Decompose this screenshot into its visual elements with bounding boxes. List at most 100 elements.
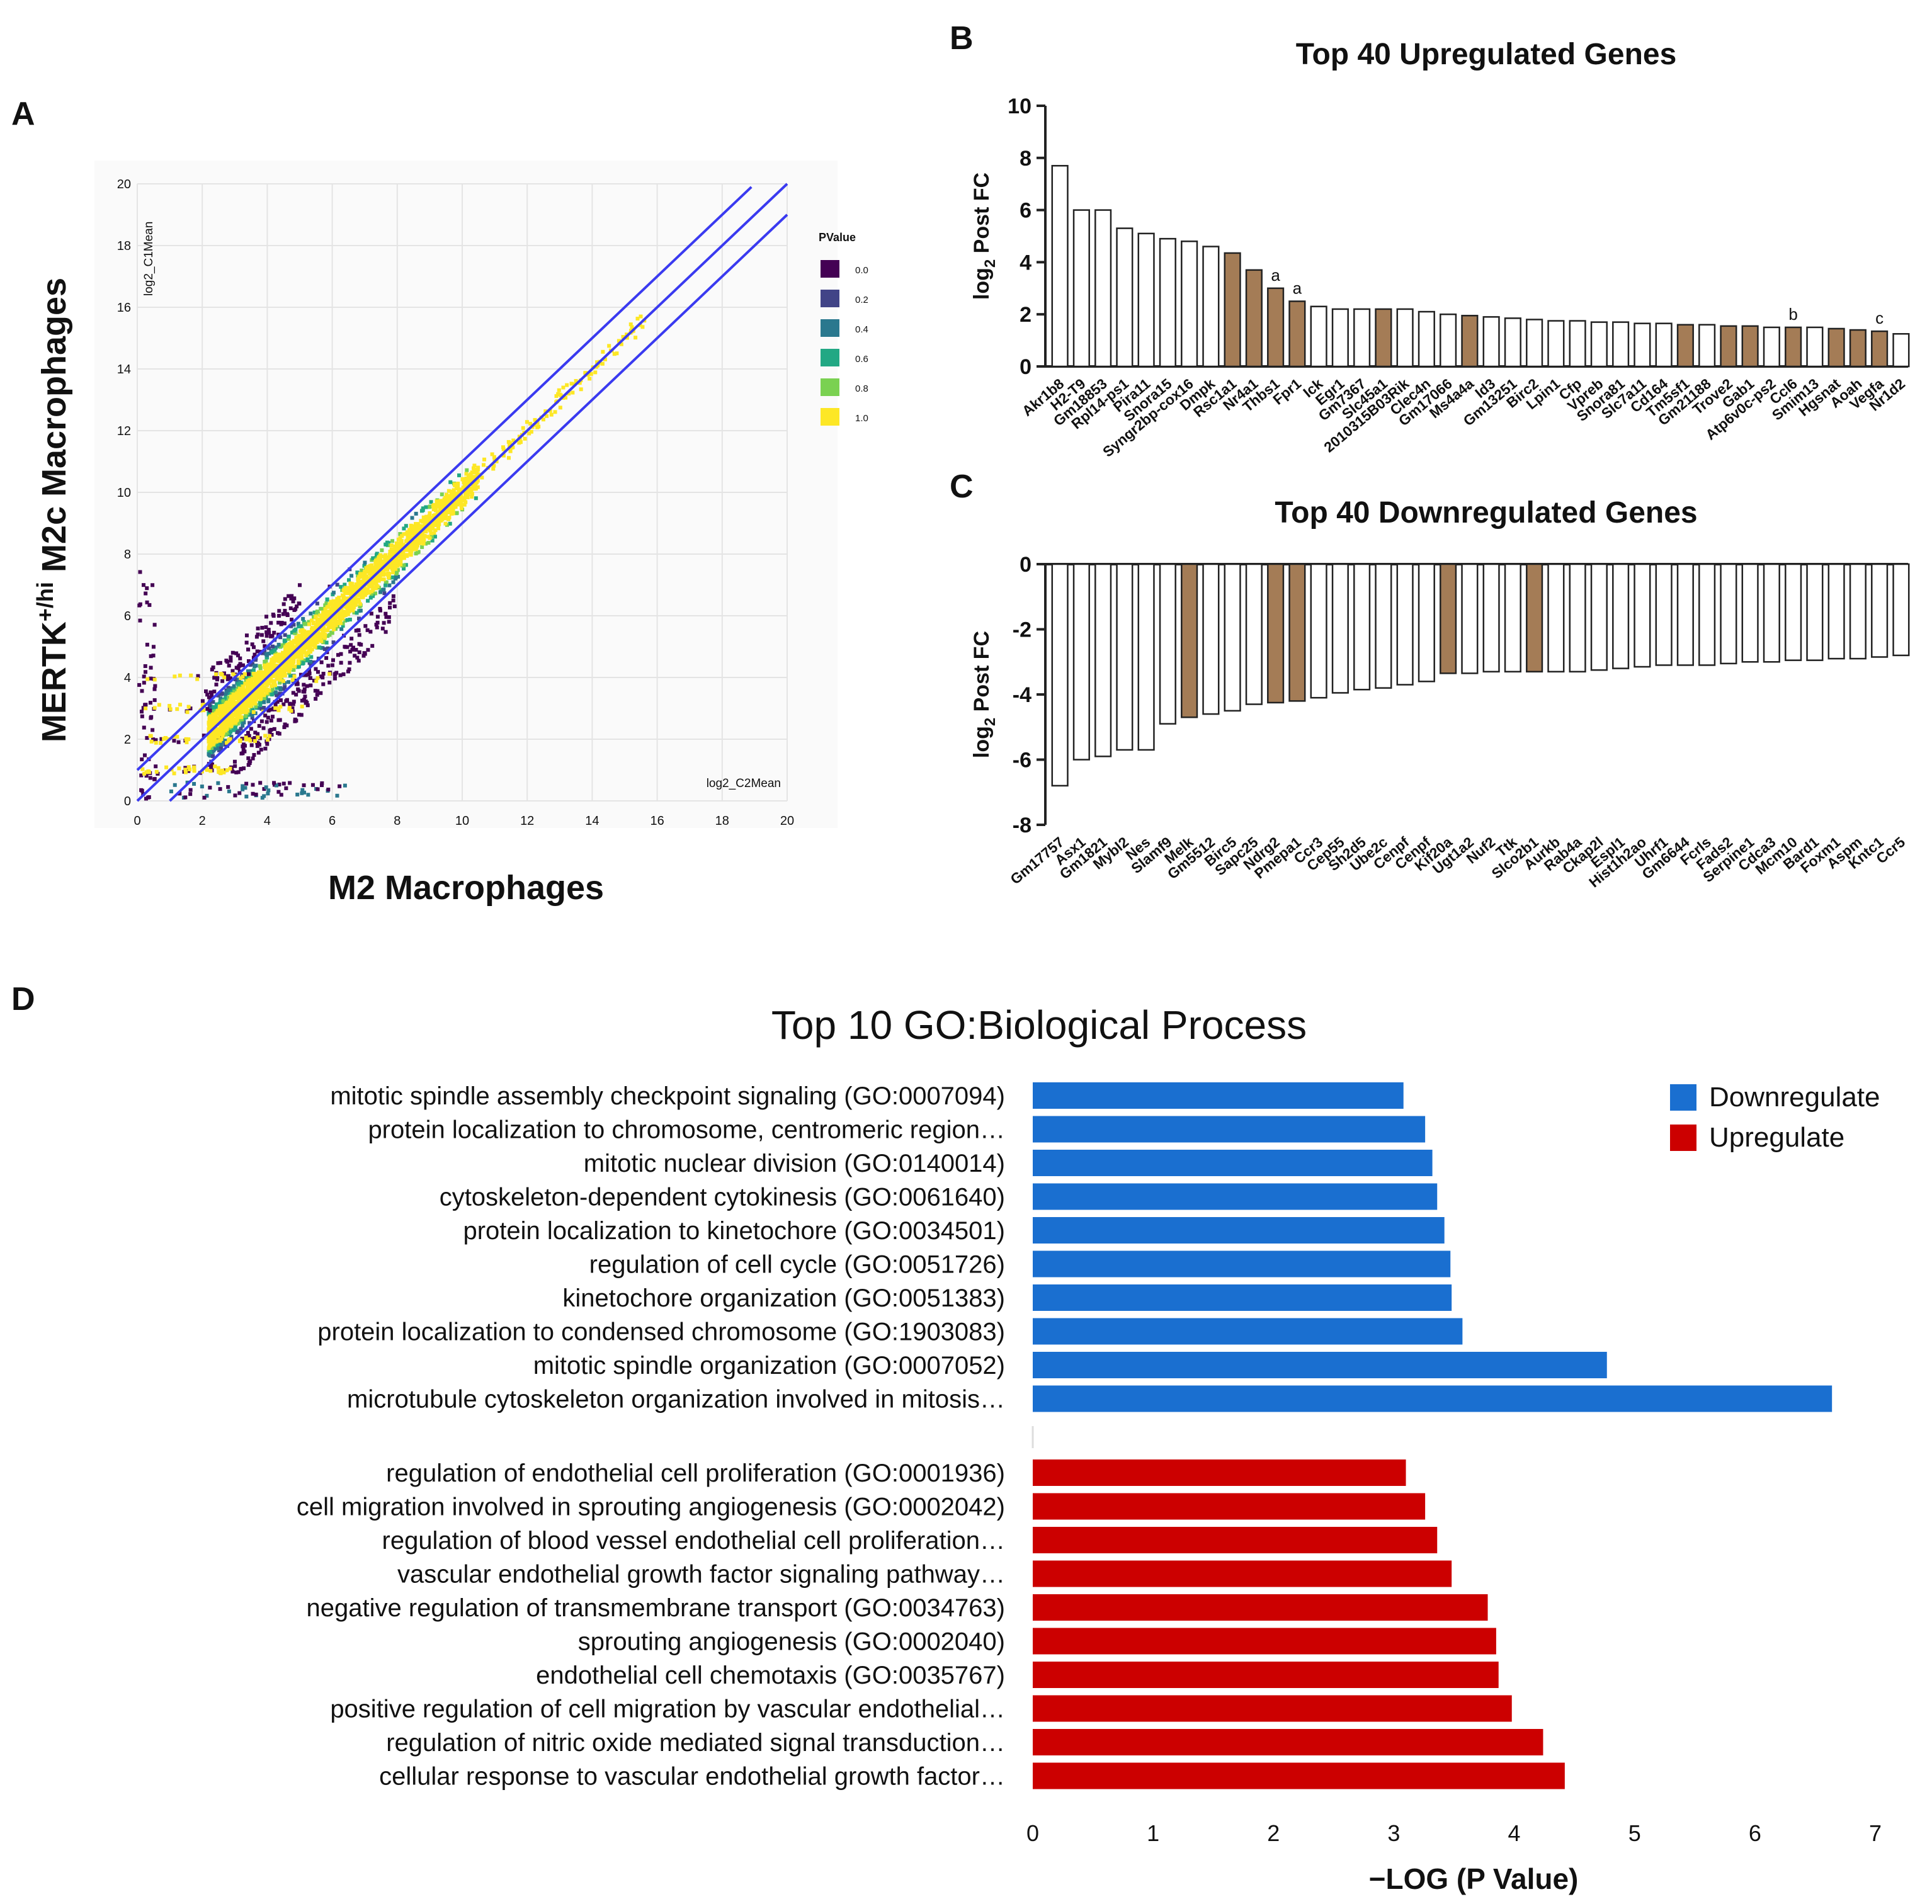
scatter-point [472, 463, 477, 468]
scatter-point [294, 693, 298, 697]
scatter-point [556, 392, 560, 396]
scatter-point [240, 706, 244, 711]
scatter-point [365, 628, 370, 632]
scatter-point [406, 535, 410, 540]
scatter-point [462, 498, 466, 502]
y-tick-label: 0 [1020, 355, 1031, 379]
scatter-point [384, 542, 388, 547]
legend-title: PValue [819, 231, 856, 244]
scatter-point [302, 629, 307, 633]
scatter-point [292, 628, 297, 633]
scatter-point [300, 630, 305, 635]
scatter-point [339, 652, 343, 656]
scatter-point [414, 524, 418, 528]
scatter-point [175, 707, 179, 711]
scatter-point [216, 734, 220, 739]
scatter-point [372, 570, 376, 574]
scatter-point [144, 591, 148, 596]
scatter-point [177, 766, 181, 771]
scatter-point [239, 715, 244, 720]
scatter-point [241, 747, 246, 752]
scatter-point [472, 468, 477, 472]
scatter-point [253, 736, 257, 740]
scatter-point [224, 688, 229, 693]
bar [1033, 1318, 1463, 1345]
bar [1763, 563, 1780, 663]
scatter-point [347, 578, 351, 582]
scatter-point [508, 443, 512, 448]
scatter-point [263, 644, 267, 649]
scatter-point [203, 689, 208, 693]
legend-label: 0.2 [855, 295, 868, 305]
scatter-point [291, 599, 295, 604]
scatter-point [280, 621, 284, 625]
scatter-point [227, 706, 231, 711]
scatter-point [224, 690, 229, 694]
scatter-point [384, 580, 388, 584]
inner-y-label: log2_C1Mean [142, 222, 156, 296]
scatter-point [312, 615, 316, 619]
scatter-point [169, 789, 173, 793]
bar [1137, 232, 1155, 368]
scatter-point [401, 555, 405, 560]
scatter-point [363, 560, 367, 565]
scatter-point [249, 702, 254, 706]
bar [1827, 563, 1845, 660]
scatter-point [459, 496, 463, 500]
scatter-point [276, 790, 281, 794]
bar [1440, 313, 1457, 368]
scatter-point [265, 742, 270, 746]
scatter-point [281, 702, 286, 706]
scatter-point [284, 654, 288, 659]
scatter-point [302, 658, 306, 662]
scatter-point [154, 764, 158, 769]
scatter-point [237, 739, 242, 744]
scatter-point [507, 456, 511, 460]
scatter-point [375, 584, 380, 589]
scatter-point [237, 696, 242, 701]
scatter-point [307, 630, 311, 634]
scatter-point [231, 705, 236, 709]
scatter-point [219, 700, 223, 704]
scatter-point [330, 625, 334, 629]
scatter-point [416, 530, 420, 534]
scatter-point [474, 486, 478, 490]
scatter-point [319, 646, 324, 650]
bar [1033, 1493, 1426, 1520]
scatter-point [453, 493, 458, 497]
scatter-point [176, 740, 181, 744]
scatter-point [327, 681, 332, 685]
scatter-point [298, 648, 303, 652]
scatter-point [350, 604, 355, 609]
scatter-point [262, 700, 266, 705]
scatter-point [244, 676, 248, 680]
scatter-point [453, 482, 457, 487]
scatter-point [304, 653, 309, 657]
scatter-point [293, 664, 297, 669]
scatter-point [391, 570, 395, 575]
scatter-point [492, 463, 496, 468]
scatter-point [490, 452, 494, 456]
scatter-point [282, 725, 287, 729]
scatter-point [300, 638, 305, 642]
scatter-point [215, 708, 220, 713]
scatter-point [448, 480, 453, 484]
scatter-point [183, 770, 188, 774]
scatter-point [319, 660, 324, 664]
scatter-point [287, 663, 292, 667]
scatter-point [214, 672, 219, 676]
scatter-point [348, 660, 352, 665]
legend-swatch [821, 349, 839, 366]
scatter-point [321, 616, 326, 620]
scatter-point [219, 745, 224, 749]
scatter-point [506, 439, 511, 444]
scatter-point [362, 564, 367, 568]
scatter-point [402, 532, 406, 536]
bar [1033, 1459, 1406, 1486]
scatter-point [213, 731, 217, 735]
scatter-point [388, 601, 392, 605]
category-label: protein localization to chromosome, cent… [368, 1116, 1005, 1144]
scatter-point [363, 576, 368, 581]
scatter-point [413, 541, 418, 545]
scatter-point [443, 516, 448, 521]
